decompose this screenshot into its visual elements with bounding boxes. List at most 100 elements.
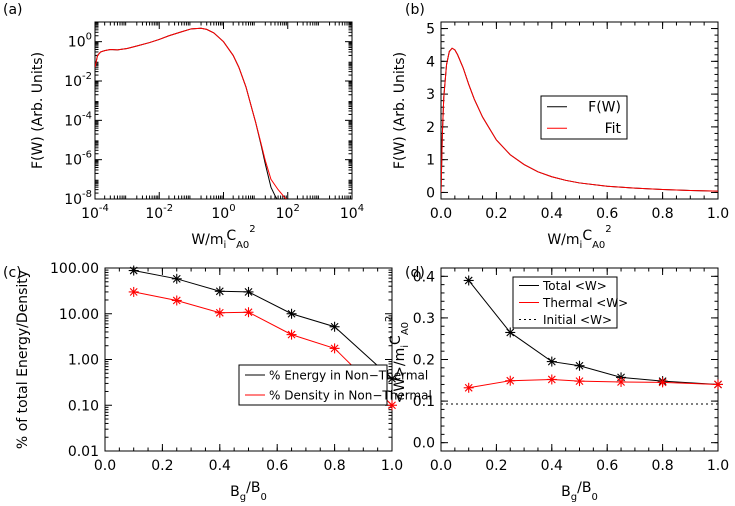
data-point [387,373,397,384]
series-line-0 [133,270,392,380]
y-tick-label: 10-4 [64,110,92,129]
y-axis-label-mid: C [388,335,404,345]
y-tick-label: 0 [426,185,435,201]
x-axis-label-sub1: i [224,240,227,251]
data-point [546,356,557,367]
x-tick-label: 0.2 [485,206,507,222]
legend-box [540,95,628,140]
data-point [463,382,474,393]
y-axis-label: F(W) (Arb. Units) [30,52,46,169]
legend-label: Initial <W> [543,313,612,327]
x-tick-label: 104 [340,203,364,222]
y-tick-label: 0.1 [413,394,435,410]
y-axis-label-main: <W>/m [392,348,408,404]
x-tick-label: 0.8 [323,458,345,474]
y-tick-label: 100.00 [50,261,99,277]
legend-label: % Density in Non−Thermal [269,389,432,403]
panel-d: (d) 0.0 0.2 0.4 0.6 0.8 1.0 0.0 0.1 0.2 0.3 0.4 Bg/B… [384,265,729,503]
y-tick-label: 10-2 [64,71,92,90]
plot-frame [440,21,719,200]
series-line-1 [95,27,287,199]
panel-c: (c)0.0 0.2 0.4 0.6 0.8 1.00.010.101.0010.0010… [3,261,432,503]
panel-label: (c) [3,265,22,281]
data-point [657,377,668,388]
y-tick-label: 1.00 [68,353,99,369]
legend-label: Fit [605,121,622,137]
panel-label: (b) [405,2,425,18]
x-tick-label: 0.4 [541,206,563,222]
x-axis-label-sub1: g [571,492,577,503]
y-axis-label-sup: 2 [384,316,395,322]
x-tick-label: 102 [276,203,300,222]
y-tick-label: 3 [426,87,435,103]
data-point [286,329,297,340]
x-tick-exponent: -4 [99,203,109,214]
y-tick-label: 0.0 [413,436,435,452]
y-tick-exponent: 0 [86,32,92,43]
x-tick-label: 0.0 [430,458,452,474]
x-tick-label: 0.4 [541,458,563,474]
series-line-1 [441,47,718,193]
x-axis-label-mid: /B [577,480,591,496]
y-tick-label: 0.4 [413,269,435,285]
legend-label: % Energy in Non−Thermal [269,369,428,383]
y-axis-label-sub2: A0 [400,322,411,335]
legend-label: Thermal <W> [542,296,628,310]
data-point [463,275,474,286]
x-axis-label-sup: 2 [605,224,611,235]
y-tick-exponent: -8 [82,189,92,200]
x-tick-label: 1.0 [707,206,729,222]
x-tick-label: 0.0 [94,458,116,474]
x-axis-label-main: B [230,484,240,500]
x-axis-label: W/miCA02 [547,224,611,251]
legend: F(W) Fit [540,95,628,140]
y-axis-label: F(W) (Arb. Units) [392,52,408,169]
y-tick-label: 1 [426,153,435,169]
data-point [214,286,225,297]
plot-frame [94,21,353,200]
x-axis-label-main: W/m [191,232,223,248]
data-point [243,286,254,297]
data-point [505,327,516,338]
data-point [243,307,254,318]
y-tick-label: 4 [426,54,435,70]
y-tick-label: 0.2 [413,353,435,369]
data-point [171,295,182,306]
data-point [546,374,557,385]
data-point [574,376,585,387]
x-axis-label-main: W/m [547,232,579,248]
plot-frame [104,267,393,452]
x-tick-label: 0.6 [596,458,618,474]
legend-box [238,364,388,406]
x-tick-label: 0.8 [651,458,673,474]
y-tick-exponent: -4 [82,110,92,121]
x-tick-exponent: 0 [229,203,235,214]
panel-a: (a) 10-4 10-2 100 102 104 10-8 10-6 10-4 10-2 100 W… [3,2,364,251]
x-tick-label: 1.0 [381,458,403,474]
x-tick-label: 100 [211,203,235,222]
data-point [171,273,182,284]
data-point [616,376,627,387]
y-axis-label: <W>/miCA0 2 [384,316,411,404]
y-tick-label: 5 [426,22,435,38]
series-group [441,47,718,193]
x-tick-label: 0.6 [596,206,618,222]
x-axis-label-sub2: A0 [236,240,249,251]
x-tick-label: 0.4 [209,458,231,474]
panel-b: (b)0.0 0.2 0.4 0.6 0.8 1.0012345W/miCA02F(W) … [392,2,729,251]
x-axis-label-sub1: i [580,240,583,251]
legend-label: F(W) [588,99,621,115]
x-axis-label-sub2: 0 [591,492,597,503]
y-tick-label: 0.3 [413,311,435,327]
data-point [329,321,340,332]
data-point [329,343,340,354]
plot-frame [440,267,719,452]
x-axis-label: W/miCA02 [191,224,255,251]
x-tick-label: 10-2 [145,203,173,222]
legend: % Energy in Non−Thermal % Density in Non−… [238,364,432,406]
data-point [128,286,139,297]
x-axis-label: Bg/B0 [561,480,598,503]
data-point [574,360,585,371]
y-tick-label: 0.10 [68,398,99,414]
